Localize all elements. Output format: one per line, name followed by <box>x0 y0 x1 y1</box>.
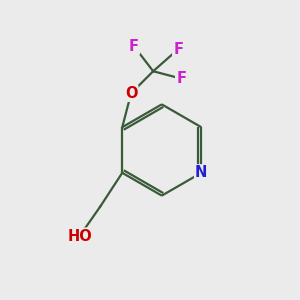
Text: O: O <box>125 86 137 101</box>
Text: F: F <box>129 39 139 54</box>
Text: HO: HO <box>67 229 92 244</box>
Text: F: F <box>173 42 183 57</box>
Text: N: N <box>195 165 208 180</box>
Text: F: F <box>176 71 186 86</box>
